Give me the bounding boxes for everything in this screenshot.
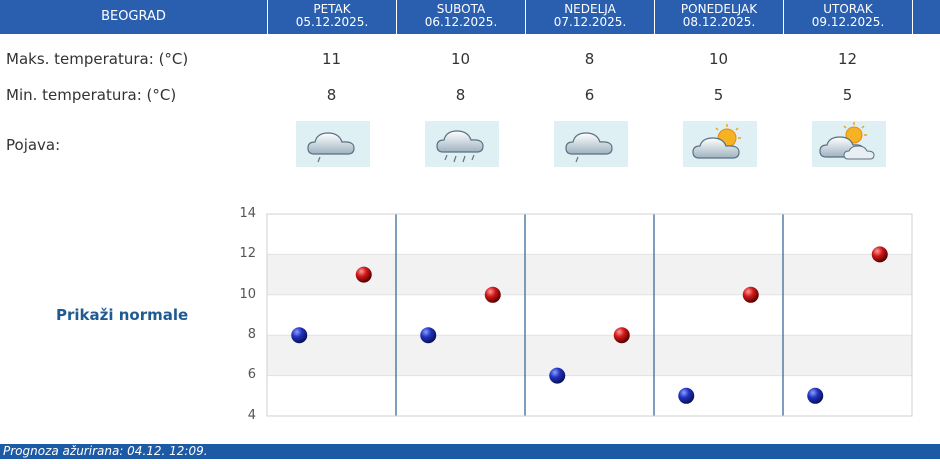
- cloud-sun-icon: [812, 121, 886, 167]
- min-temp-value: 5: [713, 86, 724, 104]
- phenomenon-label: Pojava:: [6, 136, 61, 154]
- max-temp-value: 10: [450, 50, 471, 68]
- day-date: 09.12.2025.: [811, 15, 885, 29]
- footer-bar: Prognoza ažurirana: 04.12. 12:09.: [0, 444, 940, 459]
- grid-band: [267, 375, 912, 416]
- min-temp-point[interactable]: [678, 387, 695, 404]
- plot-frame: [266, 213, 913, 417]
- max-temp-point[interactable]: [484, 286, 501, 303]
- min-temp-point[interactable]: [807, 387, 824, 404]
- grid-band: [267, 294, 912, 336]
- day-date: 05.12.2025.: [295, 15, 369, 29]
- day-name: PONEDELJAK: [680, 2, 758, 16]
- min-temp-value: 5: [842, 86, 853, 104]
- city-name: BEOGRAD: [101, 9, 166, 24]
- grid-band: [267, 214, 912, 255]
- max-temp-point[interactable]: [355, 266, 372, 283]
- header-end-cell: [912, 0, 940, 34]
- day-header: UTORAK 09.12.2025.: [783, 0, 912, 34]
- min-temp-point[interactable]: [291, 327, 308, 344]
- day-name: PETAK: [313, 2, 351, 16]
- forecast-header: BEOGRAD PETAK 05.12.2025. SUBOTA 06.12.2…: [0, 0, 940, 34]
- max-temp-point[interactable]: [742, 286, 759, 303]
- cloud-rain-icon: [554, 121, 628, 167]
- y-tick-label: 12: [239, 246, 256, 261]
- cloud-heavy-rain-icon: [425, 121, 499, 167]
- grid-band: [267, 254, 912, 295]
- day-date: 08.12.2025.: [682, 15, 756, 29]
- y-tick-label: 4: [247, 408, 256, 423]
- max-temp-value: 12: [837, 50, 858, 68]
- max-temp-value: 8: [584, 50, 595, 68]
- day-name: UTORAK: [823, 2, 873, 16]
- day-header: SUBOTA 06.12.2025.: [396, 0, 525, 34]
- min-temp-value: 8: [455, 86, 466, 104]
- max-temp-value: 11: [321, 50, 342, 68]
- min-temp-point[interactable]: [420, 327, 437, 344]
- min-temp-value: 6: [584, 86, 595, 104]
- min-temp-value: 8: [326, 86, 337, 104]
- day-header: PETAK 05.12.2025.: [267, 0, 396, 34]
- day-header: PONEDELJAK 08.12.2025.: [654, 0, 783, 34]
- day-header: NEDELJA 07.12.2025.: [525, 0, 654, 34]
- last-updated-text: Prognoza ažurirana: 04.12. 12:09.: [3, 444, 208, 458]
- max-temp-point[interactable]: [613, 327, 630, 344]
- day-name: SUBOTA: [436, 2, 486, 16]
- show-normals-toggle[interactable]: Prikaži normale: [56, 306, 189, 324]
- y-tick-label: 10: [239, 287, 256, 302]
- y-tick-label: 6: [247, 367, 256, 382]
- grid-band: [267, 335, 912, 376]
- day-date: 06.12.2025.: [424, 15, 498, 29]
- y-tick-label: 8: [247, 327, 256, 342]
- max-temp-label: Maks. temperatura: (°C): [6, 50, 189, 68]
- cloud-rain-icon: [296, 121, 370, 167]
- max-temp-point[interactable]: [871, 246, 888, 263]
- day-name: NEDELJA: [564, 2, 616, 16]
- day-date: 07.12.2025.: [553, 15, 627, 29]
- max-temp-value: 10: [708, 50, 729, 68]
- y-tick-label: 14: [239, 206, 256, 221]
- min-temp-label: Min. temperatura: (°C): [6, 86, 177, 104]
- min-temp-point[interactable]: [549, 367, 566, 384]
- cloud-sun-icon: [683, 121, 757, 167]
